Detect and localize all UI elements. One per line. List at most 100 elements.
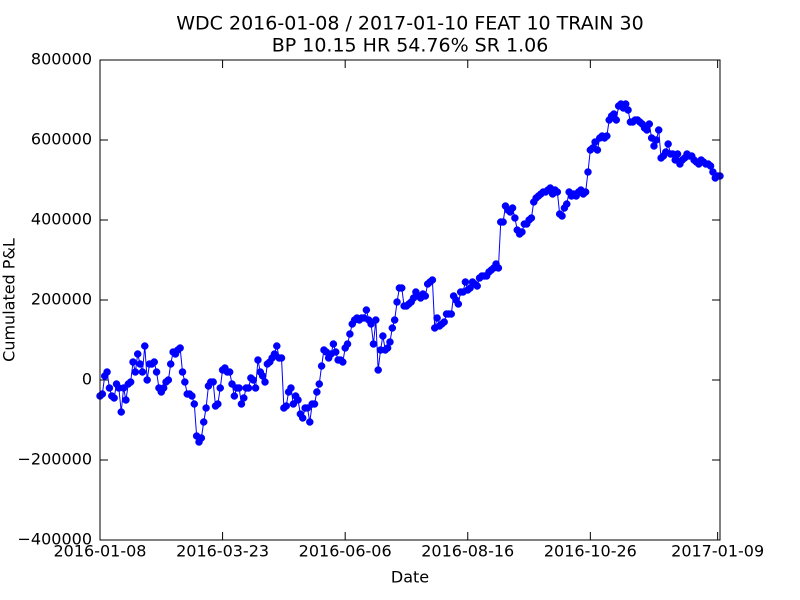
data-point <box>447 310 456 318</box>
data-point <box>518 228 526 236</box>
data-point <box>254 356 262 364</box>
data-point <box>216 384 224 392</box>
data-point <box>331 348 340 356</box>
data-point <box>214 400 222 408</box>
data-point <box>105 384 114 392</box>
data-point <box>390 316 399 324</box>
x-tick-label: 2016-01-08 <box>54 542 147 561</box>
data-point <box>249 376 257 384</box>
data-point <box>131 368 140 376</box>
data-point <box>240 394 248 402</box>
y-axis-label: Cumulated P&L <box>0 238 19 362</box>
data-point <box>603 132 611 140</box>
data-point <box>454 300 463 308</box>
data-point <box>126 378 135 386</box>
data-point <box>473 282 481 290</box>
data-point <box>261 378 269 386</box>
data-point <box>122 396 130 404</box>
data-point <box>181 378 189 386</box>
x-tick-label: 2016-03-23 <box>176 542 269 561</box>
data-point <box>397 284 406 292</box>
data-point <box>374 366 382 374</box>
data-point <box>362 306 371 314</box>
y-tick-label: 600000 <box>31 130 92 149</box>
data-point <box>673 150 682 158</box>
data-point <box>421 292 430 300</box>
data-point <box>143 376 151 384</box>
data-point <box>654 126 663 134</box>
data-point <box>152 368 161 376</box>
data-point <box>343 340 352 348</box>
data-point <box>379 332 387 340</box>
data-point <box>273 342 281 350</box>
data-point <box>164 376 173 384</box>
data-point <box>133 350 142 358</box>
data-point <box>645 120 654 128</box>
data-point <box>558 212 566 220</box>
data-point <box>287 384 295 392</box>
data-point <box>98 390 107 398</box>
data-point <box>306 418 314 426</box>
data-point <box>315 380 323 388</box>
data-point <box>244 384 253 392</box>
data-point <box>129 358 137 366</box>
data-point <box>317 362 326 370</box>
y-tick-label: −200000 <box>18 450 92 469</box>
data-point <box>188 392 196 400</box>
x-tick-label: 2017-01-09 <box>671 542 764 561</box>
data-point <box>199 418 208 426</box>
chart-title: WDC 2016-01-08 / 2017-01-10 FEAT 10 TRAI… <box>176 13 643 35</box>
data-point <box>202 404 210 412</box>
x-tick-label: 2016-10-26 <box>544 542 637 561</box>
y-tick-label: 800000 <box>31 50 92 69</box>
data-point <box>298 414 307 422</box>
y-tick-label: −400000 <box>18 530 92 549</box>
data-point <box>251 384 260 392</box>
data-point <box>433 314 441 322</box>
data-point <box>103 368 111 376</box>
data-point <box>563 200 571 208</box>
data-point <box>197 434 206 442</box>
data-point <box>508 204 517 212</box>
data-point <box>527 214 536 222</box>
data-point <box>138 368 147 376</box>
data-point <box>339 358 347 366</box>
data-point <box>110 394 118 402</box>
data-point <box>277 354 286 362</box>
data-point <box>282 402 290 410</box>
data-point <box>294 396 302 404</box>
data-point <box>310 400 319 408</box>
data-point <box>553 188 562 196</box>
data-point <box>393 298 401 306</box>
data-point <box>136 360 144 368</box>
plot-frame <box>99 59 721 541</box>
x-axis-label: Date <box>391 568 429 587</box>
data-point <box>388 324 397 332</box>
data-point <box>166 360 175 368</box>
data-point <box>494 264 503 272</box>
data-point <box>178 368 187 376</box>
data-point <box>664 140 672 148</box>
data-line <box>99 102 720 444</box>
data-point <box>329 340 338 348</box>
data-point <box>511 214 519 222</box>
data-point <box>581 188 590 196</box>
data-point <box>386 338 394 346</box>
data-point <box>652 136 661 144</box>
data-point <box>225 368 234 376</box>
data-point <box>461 278 470 286</box>
chart-subtitle: BP 10.15 HR 54.76% SR 1.06 <box>272 35 549 57</box>
data-point <box>235 384 243 392</box>
y-tick-label: 0 <box>82 370 92 389</box>
data-point <box>190 400 199 408</box>
x-tick-label: 2016-08-16 <box>421 542 514 561</box>
data-point <box>624 106 632 114</box>
data-point <box>440 318 448 326</box>
data-point <box>346 330 354 338</box>
data-point <box>150 358 158 366</box>
data-point <box>141 342 149 350</box>
x-tick-label: 2016-06-06 <box>299 542 392 561</box>
data-point <box>230 392 239 400</box>
data-point <box>584 168 592 176</box>
